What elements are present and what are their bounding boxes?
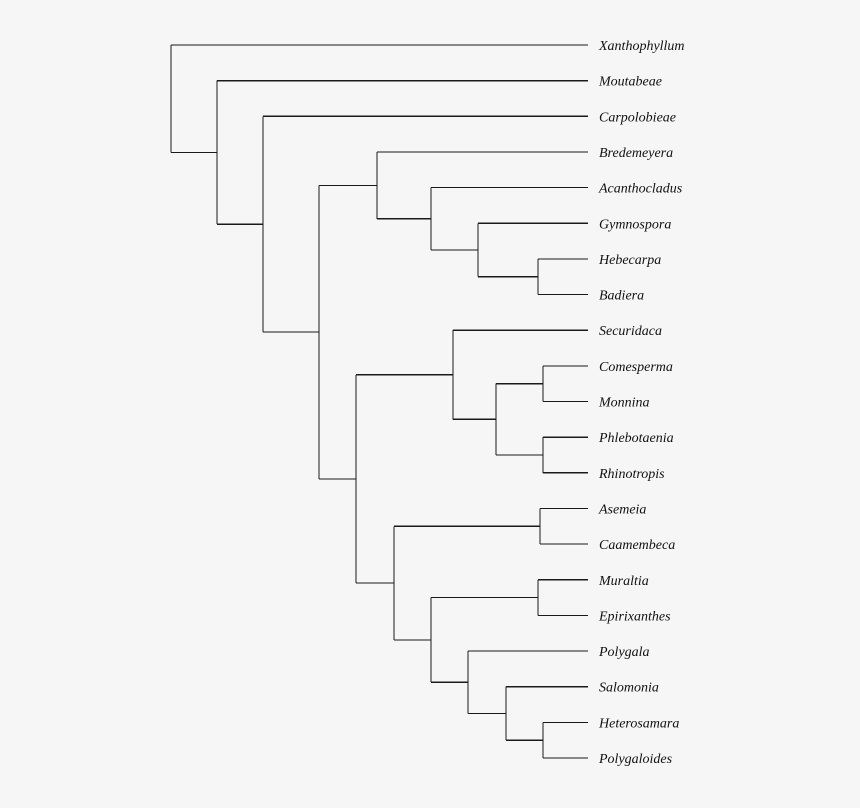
taxon-label-muraltia: Muraltia: [598, 574, 649, 589]
taxon-label-monnina: Monnina: [598, 396, 650, 411]
taxon-label-hebecarpa: Hebecarpa: [598, 253, 661, 268]
taxon-label-asemeia: Asemeia: [598, 502, 646, 517]
taxon-label-xanthophyllum: Xanthophyllum: [598, 39, 685, 54]
taxon-label-carpolobieae: Carpolobieae: [599, 110, 676, 125]
taxon-label-polygala: Polygala: [598, 645, 650, 660]
taxon-label-heterosamara: Heterosamara: [598, 716, 679, 731]
taxon-label-salomonia: Salomonia: [599, 681, 659, 696]
taxon-label-acanthocladus: Acanthocladus: [598, 182, 683, 197]
taxon-label-bredemeyera: Bredemeyera: [599, 146, 673, 161]
taxon-label-moutabeae: Moutabeae: [598, 75, 662, 90]
tree-branches: [170, 44, 588, 759]
taxon-label-badiera: Badiera: [599, 289, 644, 304]
taxon-label-comesperma: Comesperma: [599, 360, 673, 375]
taxon-label-rhinotropis: Rhinotropis: [598, 467, 665, 482]
taxon-label-epirixanthes: Epirixanthes: [598, 609, 671, 624]
taxon-labels: Xanthophyllum Moutabeae Carpolobieae Bre…: [598, 39, 685, 767]
taxon-label-securidaca: Securidaca: [599, 324, 662, 339]
taxon-label-gymnospora: Gymnospora: [599, 217, 671, 232]
taxon-label-phlebotaenia: Phlebotaenia: [598, 431, 674, 446]
taxon-label-polygaloides: Polygaloides: [598, 752, 673, 767]
taxon-label-caamembeca: Caamembeca: [599, 538, 675, 553]
